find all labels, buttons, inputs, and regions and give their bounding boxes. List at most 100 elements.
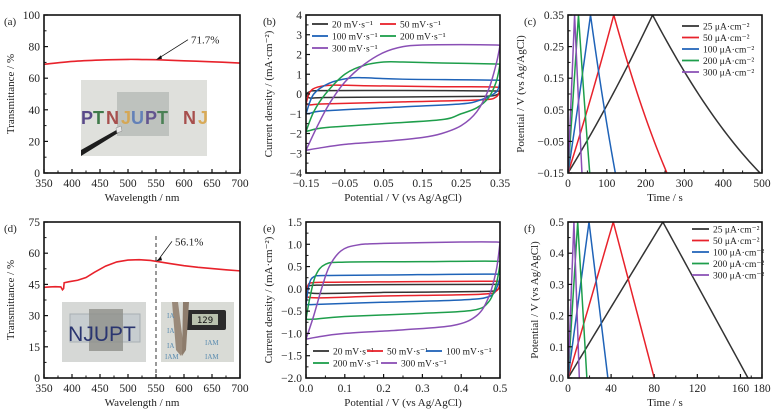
y-tick-label: 100 (23, 10, 41, 22)
panel-a: P T N J U P T N J71.7%350 400 450 500 550 600 650 70002… (4, 10, 249, 204)
inset-letter: T (93, 108, 104, 128)
y-axis-title: Current density / (mA·cm⁻²) (263, 236, 275, 363)
x-tick-label: 700 (231, 383, 249, 395)
y-tick-label: 0.1 (550, 342, 565, 354)
inset-photo-device: NJUPT (62, 302, 146, 362)
legend-label: 20 mV·s⁻¹ (333, 348, 374, 358)
cv-curve (306, 273, 500, 306)
x-axis-title: Time / s (647, 397, 683, 409)
x-tick-label: 0.15 (412, 178, 432, 190)
y-tick-label: 0.4 (550, 248, 565, 260)
y-tick-label: 40 (29, 105, 41, 117)
y-axis-title: Current density / (mA·cm⁻²) (263, 30, 275, 157)
x-axis-title: Time / s (647, 192, 683, 204)
y-tick-label: 4 (296, 10, 302, 22)
x-tick-label: 0.25 (451, 178, 471, 190)
x-axis-title: Potential / V (vs Ag/AgCl) (344, 397, 462, 409)
annotation-label: 56.1% (175, 236, 203, 248)
legend-label: 200 μA·cm⁻² (703, 57, 754, 67)
y-tick-label: 75 (29, 217, 41, 229)
panel-label: (f) (524, 223, 535, 235)
legend-label: 50 mV·s⁻¹ (400, 21, 441, 31)
y-tick-label: −3 (290, 148, 302, 160)
caliper-jaw (182, 302, 189, 356)
x-axis-title: Wavelength / nm (105, 192, 180, 204)
x-tick-label: 600 (175, 178, 193, 190)
legend-label: 100 μA·cm⁻² (713, 249, 764, 259)
y-tick-label: −0.5 (281, 306, 302, 318)
x-tick-label: 500 (119, 178, 137, 190)
inset-letter: P (145, 108, 157, 128)
x-tick-label: 500 (119, 383, 137, 395)
panel-label: (e) (263, 223, 276, 235)
cv-curve (306, 283, 500, 295)
legend-label: 200 mV·s⁻¹ (333, 360, 379, 370)
x-tick-label: 300 (676, 178, 694, 190)
y-tick-label: 2 (296, 50, 302, 62)
y-axis-title: Potential / V (vs Ag/AgCl) (529, 241, 541, 359)
x-tick-label: 400 (63, 178, 81, 190)
annotation-arrowhead (156, 256, 162, 262)
y-tick-label: 0.0 (550, 373, 565, 385)
film-sample (89, 309, 123, 351)
caliper-display (192, 314, 218, 325)
cv-curve (306, 84, 500, 106)
legend: 20 mV·s⁻¹ 50 mV·s⁻¹ 100 mV·s⁻¹ 200 mV·s⁻¹ 30… (312, 21, 446, 55)
y-tick-label: 80 (29, 42, 41, 54)
legend-label: 300 μA·cm⁻² (713, 272, 764, 282)
panel-label: (a) (4, 16, 17, 28)
y-tick-label: 45 (29, 279, 41, 291)
caliper-jaw (172, 302, 184, 356)
y-tick-label: 1.0 (288, 239, 303, 251)
x-tick-label: 100 (598, 178, 616, 190)
x-tick-label: 0.2 (376, 383, 391, 395)
y-tick-label: 1 (296, 69, 302, 81)
legend-label: 300 mV·s⁻¹ (332, 45, 378, 55)
x-tick-label: 0.4 (454, 383, 469, 395)
legend-label: 200 mV·s⁻¹ (400, 33, 446, 43)
inset-label: IAM (165, 353, 179, 361)
x-tick-label: 700 (231, 178, 249, 190)
y-tick-label: 0.3 (550, 279, 565, 291)
legend-label: 300 mV·s⁻¹ (401, 360, 447, 370)
x-tick-label: 160 (732, 383, 750, 395)
annotation-label: 71.7% (191, 35, 219, 47)
y-tick-label: 0.2 (550, 311, 565, 323)
y-tick-label: 0.05 (544, 105, 564, 117)
gcd-curve (568, 222, 581, 378)
y-tick-label: 60 (29, 73, 41, 85)
x-tick-label: 650 (203, 383, 221, 395)
x-tick-label: 400 (63, 383, 81, 395)
y-tick-label: −2 (290, 129, 302, 141)
legend-label: 300 μA·cm⁻² (703, 69, 754, 79)
x-tick-label: 450 (91, 383, 109, 395)
y-axis-title: Transmittance / % (5, 260, 17, 340)
legend-label: 25 μA·cm⁻² (703, 23, 750, 33)
panel-label: (b) (263, 16, 276, 28)
gcd-curve (568, 222, 588, 378)
panel-e: 20 mV·s⁻¹ 50 mV·s⁻¹ 100 mV·s⁻¹ 200 mV·s⁻¹ 30… (263, 217, 507, 409)
y-tick-label: 0.0 (288, 284, 303, 296)
inset-label: IA (167, 312, 174, 320)
x-tick-label: 0 (565, 383, 571, 395)
inset-label: IAM (205, 353, 219, 361)
legend-label: 100 μA·cm⁻² (703, 46, 754, 56)
x-axis-title: Wavelength / nm (105, 397, 180, 409)
x-tick-label: 350 (35, 383, 53, 395)
x-tick-label: 0.1 (338, 383, 353, 395)
gcd-curve (568, 222, 609, 378)
y-axis-title: Potential / V (vs Ag/AgCl) (515, 35, 527, 153)
x-tick-label: −0.05 (331, 178, 358, 190)
x-tick-label: −0.15 (293, 178, 320, 190)
film-sample (117, 92, 169, 136)
inset-label: IAM (205, 339, 219, 347)
y-tick-label: −1.0 (281, 328, 302, 340)
y-tick-label: −2.0 (281, 373, 302, 385)
gcd-curve (568, 15, 761, 173)
legend-label: 50 μA·cm⁻² (703, 34, 750, 44)
y-tick-label: 20 (29, 136, 41, 148)
